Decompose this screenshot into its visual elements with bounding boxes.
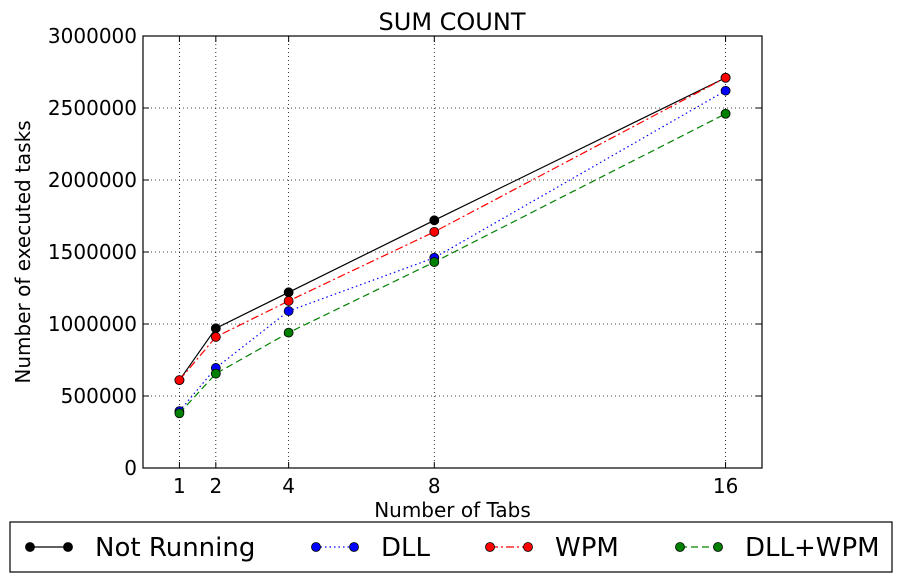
x-axis-title: Number of Tabs — [374, 498, 531, 522]
data-point — [283, 306, 294, 316]
x-tick-label: 1 — [173, 474, 186, 498]
data-point — [429, 257, 440, 267]
y-tick-label: 1500000 — [48, 240, 137, 264]
data-point — [283, 296, 294, 306]
data-point — [174, 408, 185, 419]
series-line — [178, 90, 726, 412]
legend-marker — [675, 542, 685, 552]
series-dll — [174, 85, 731, 417]
legend-label: Not Running — [95, 533, 255, 563]
chart-title: SUM COUNT — [379, 8, 526, 36]
series-line — [178, 77, 726, 381]
legend: Not Running DLL WPM DLL+WPM — [9, 521, 893, 573]
x-tick-label: 2 — [209, 474, 222, 498]
data-point — [210, 332, 221, 342]
y-tick-label: 0 — [124, 456, 137, 480]
legend-entry: WPM — [485, 533, 619, 563]
legend-marker — [25, 542, 35, 552]
y-axis-title: Number of executed tasks — [11, 120, 35, 383]
data-point — [210, 323, 221, 334]
series-not-running — [174, 72, 731, 386]
y-tick-label: 1000000 — [48, 312, 137, 336]
legend-label: DLL — [381, 533, 431, 563]
y-tick-label: 500000 — [61, 384, 137, 408]
series-line — [178, 77, 726, 381]
series-layer — [174, 72, 731, 419]
legend-label: DLL+WPM — [745, 533, 880, 563]
legend-label: WPM — [555, 533, 619, 563]
y-tick-label: 2000000 — [48, 168, 137, 192]
data-point — [283, 287, 294, 298]
legend-marker — [485, 542, 495, 552]
axis-ticks: 1 2 4 8 16 0 500000 1000000 1500000 2000000 250000… — [48, 24, 762, 498]
data-point — [720, 72, 731, 83]
data-point — [720, 85, 731, 96]
legend-marker — [713, 542, 723, 552]
series-dll-wpm — [174, 108, 731, 419]
data-point — [283, 327, 294, 338]
legend-marker — [523, 542, 533, 552]
grid-lines — [143, 35, 762, 469]
data-point — [429, 215, 440, 226]
legend-marker — [63, 542, 73, 552]
legend-entry: Not Running — [25, 533, 255, 563]
x-tick-label: 4 — [282, 474, 295, 498]
x-tick-label: 8 — [428, 474, 441, 498]
series-wpm — [174, 72, 731, 386]
y-tick-label: 3000000 — [48, 24, 137, 48]
legend-marker — [349, 542, 359, 552]
data-point — [174, 375, 185, 386]
legend-entry: DLL+WPM — [675, 533, 880, 563]
legend-entry: DLL — [311, 533, 431, 563]
data-point — [720, 108, 731, 119]
legend-marker — [311, 542, 321, 552]
y-tick-label: 2500000 — [48, 96, 137, 120]
series-line — [178, 113, 726, 414]
legend-frame — [9, 521, 893, 573]
x-tick-label: 16 — [713, 474, 738, 498]
data-point — [210, 368, 221, 379]
data-point — [429, 226, 440, 237]
